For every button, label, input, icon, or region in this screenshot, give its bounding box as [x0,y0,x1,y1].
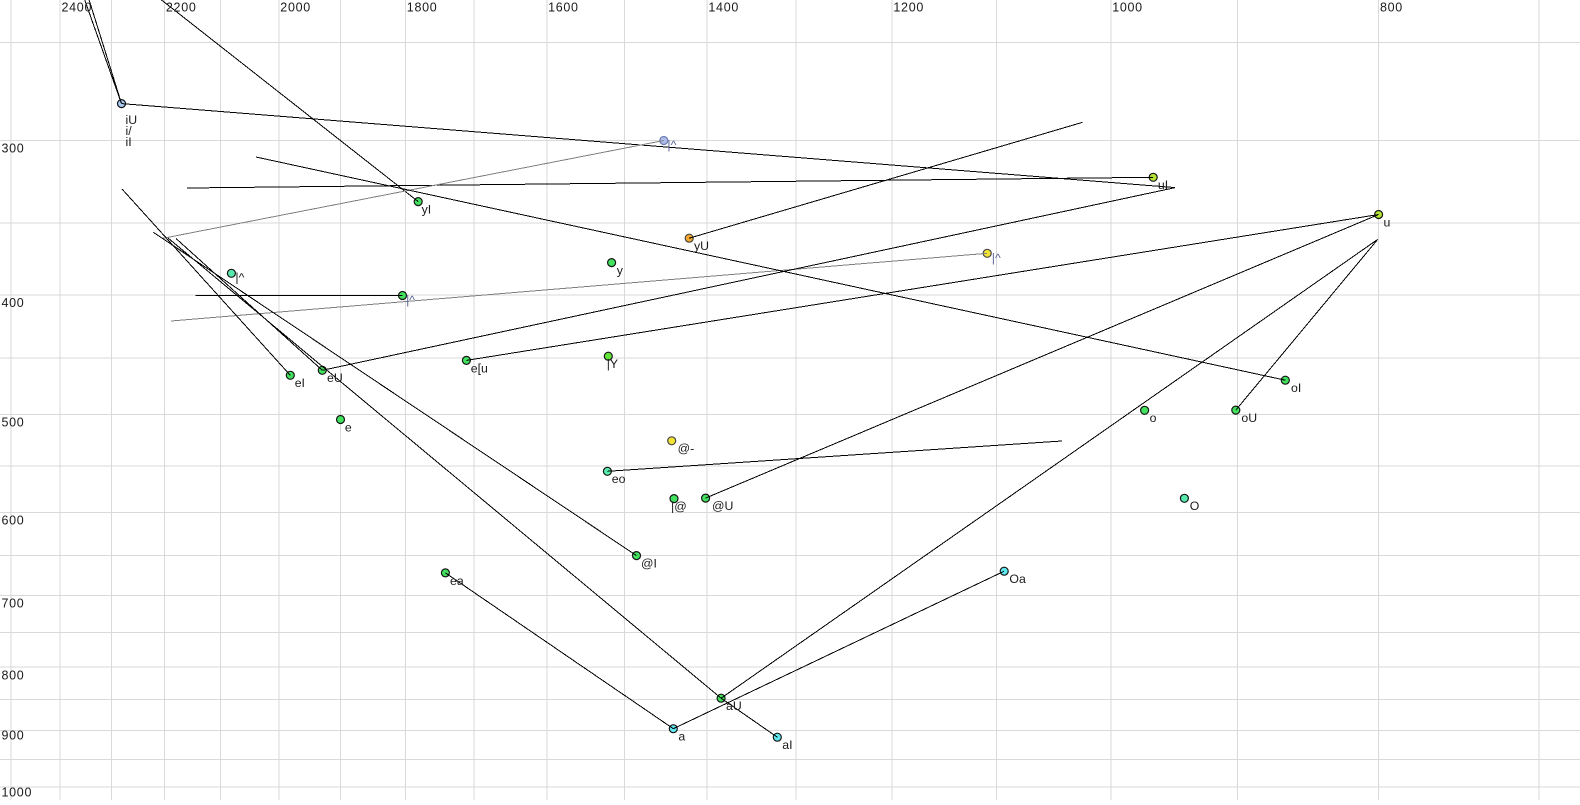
svg-text:|^: |^ [235,271,244,285]
svg-text:ea: ea [450,574,464,588]
svg-text:|@: |@ [671,500,687,514]
svg-text:|^: |^ [992,251,1001,265]
svg-text:eo: eo [612,472,626,486]
svg-text:eU: eU [327,371,343,385]
svg-text:1000: 1000 [2,786,33,800]
svg-text:@U: @U [712,499,733,513]
svg-text:800: 800 [1380,1,1403,15]
svg-text:400: 400 [2,296,25,310]
svg-text:oI: oI [1291,381,1301,395]
svg-text:1800: 1800 [407,1,438,15]
svg-text:u: u [1384,215,1391,229]
svg-text:900: 900 [2,729,25,743]
svg-text:aI: aI [782,738,792,752]
svg-text:1000: 1000 [1112,1,1143,15]
svg-text:yU: yU [694,239,709,253]
svg-text:eI: eI [295,376,305,390]
svg-text:|Y: |Y [607,357,618,371]
svg-text:1600: 1600 [548,1,579,15]
svg-text:|^: |^ [667,138,676,152]
svg-text:oU: oU [1241,411,1257,425]
svg-text:yI: yI [422,203,432,217]
svg-text:800: 800 [2,669,25,683]
svg-text:O: O [1190,499,1200,513]
svg-text:aU: aU [726,699,742,713]
svg-text:600: 600 [2,514,25,528]
svg-text:700: 700 [2,597,25,611]
svg-text:uI: uI [1158,178,1168,192]
svg-text:2400: 2400 [62,1,93,15]
svg-text:e: e [345,420,352,434]
svg-text:e[u: e[u [471,361,488,375]
svg-text:@I: @I [641,557,657,571]
svg-text:Oa: Oa [1009,572,1026,586]
svg-text:|^: |^ [406,293,415,307]
svg-text:iI: iI [126,135,132,149]
svg-text:2200: 2200 [166,1,197,15]
svg-text:500: 500 [2,416,25,430]
svg-text:2000: 2000 [280,1,311,15]
svg-text:300: 300 [2,142,25,156]
svg-text:1200: 1200 [893,1,924,15]
svg-text:1400: 1400 [708,1,739,15]
svg-text:@-: @- [678,442,695,456]
svg-text:y: y [617,264,624,278]
svg-text:a: a [678,730,685,744]
svg-text:o: o [1150,411,1157,425]
